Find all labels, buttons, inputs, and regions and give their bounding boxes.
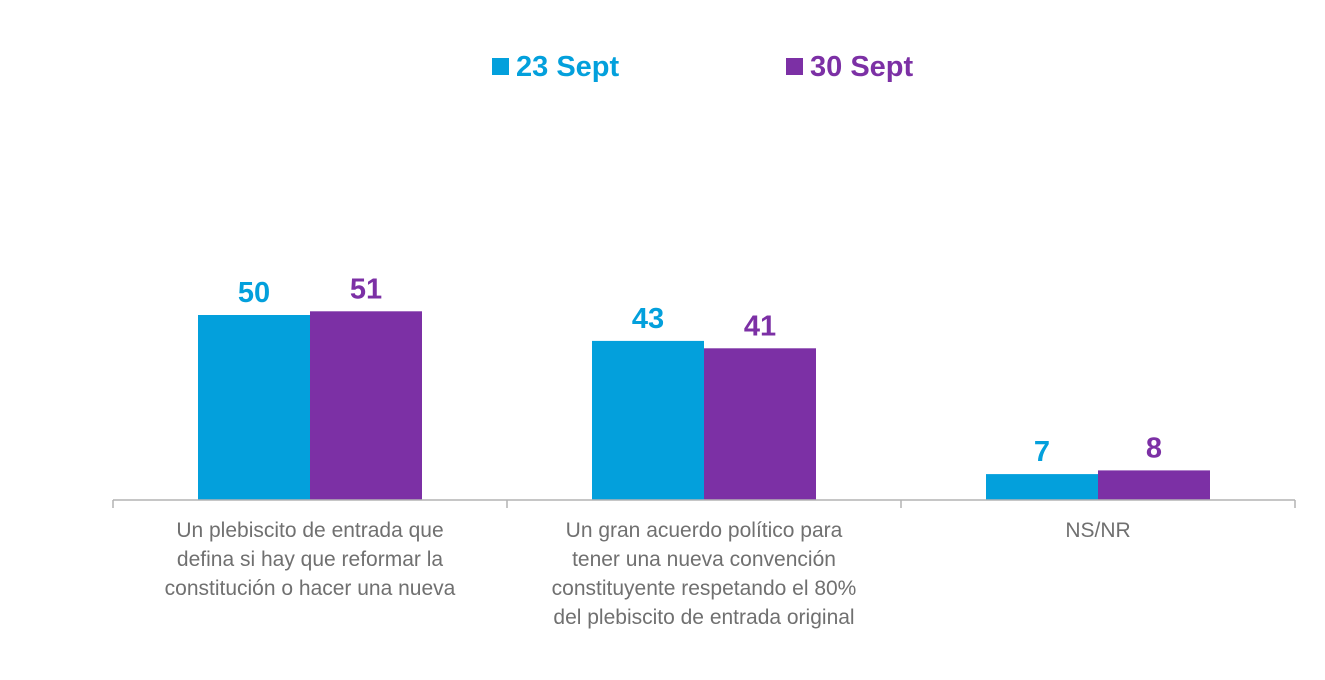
- data-label-1-series-2: 51: [350, 273, 382, 305]
- category-label-1-line-3: constitución o hacer una nueva: [165, 577, 456, 600]
- category-label-2-line-4: del plebiscito de entrada original: [553, 606, 854, 629]
- data-label-3-series-2: 8: [1146, 432, 1162, 464]
- legend-swatch-2: [786, 58, 803, 75]
- data-label-2-series-1: 43: [632, 303, 664, 335]
- data-label-2-series-2: 41: [744, 310, 776, 342]
- bar-3-series-2: [1098, 470, 1210, 500]
- bar-2-series-2: [704, 348, 816, 500]
- category-label-3-line-1: NS/NR: [1065, 519, 1130, 542]
- category-label-2-line-3: constituyente respetando el 80%: [552, 577, 857, 600]
- legend-swatch-1: [492, 58, 509, 75]
- bar-3-series-1: [986, 474, 1098, 500]
- category-label-2-line-2: tener una nueva convención: [572, 548, 836, 571]
- data-label-3-series-1: 7: [1034, 436, 1050, 468]
- category-label-1-line-1: Un plebiscito de entrada que: [176, 519, 443, 542]
- category-label-1-line-2: defina si hay que reformar la: [177, 548, 443, 571]
- legend-label-2: 30 Sept: [810, 51, 913, 83]
- bar-1-series-1: [198, 315, 310, 500]
- legend-label-1: 23 Sept: [516, 51, 619, 83]
- bar-1-series-2: [310, 311, 422, 500]
- bar-2-series-1: [592, 340, 704, 500]
- data-label-1-series-1: 50: [238, 277, 270, 309]
- category-label-2-line-1: Un gran acuerdo político para: [566, 519, 843, 542]
